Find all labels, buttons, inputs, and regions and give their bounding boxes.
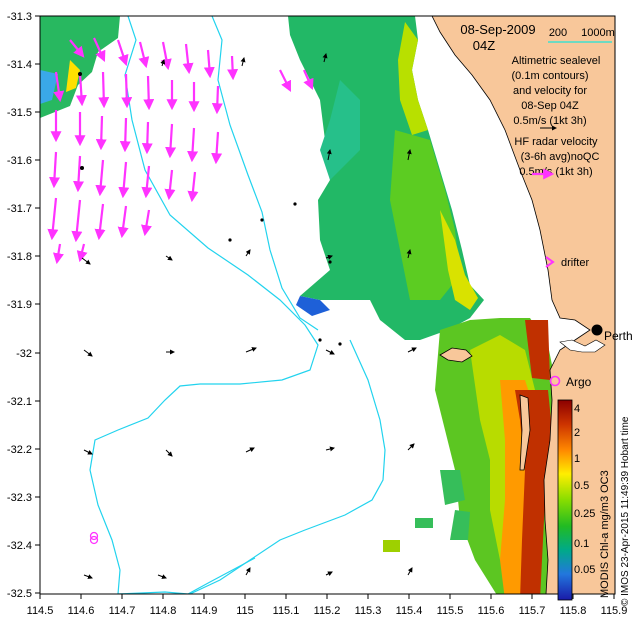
land-garden-island	[519, 394, 531, 471]
altimetry-legend-line: Altimetric sealevel	[512, 55, 601, 67]
colorbar	[557, 399, 573, 601]
colorbar-tick-label: 4	[574, 403, 580, 415]
y-axis-labels: -31.3 -31.4 -31.5 -31.6 -31.7 -31.8 -31.…	[7, 11, 32, 600]
y-tick-label: -32	[16, 348, 32, 360]
argo-float-marker-offshore[interactable]	[89, 531, 99, 545]
altimetry-legend-line: 08-Sep 04Z	[521, 100, 579, 112]
x-tick-label: 115.5	[437, 605, 464, 617]
drifter-legend-label: drifter	[561, 257, 589, 269]
y-tick-label: -31.9	[7, 299, 32, 311]
altimetry-legend-line: and velocity for	[513, 85, 587, 97]
argo-float-marker[interactable]	[549, 375, 561, 387]
x-tick-label: 114.8	[150, 605, 177, 617]
x-tick-label: 115	[236, 605, 254, 617]
x-tick-label: 115.2	[314, 605, 341, 617]
perth-city-marker[interactable]	[591, 324, 603, 336]
drifter-tracks	[78, 72, 342, 346]
colorbar-tick-label: 2	[574, 427, 580, 439]
colorbar-ticks: 4 2 1 0.5 0.25 0.1 0.05	[574, 403, 595, 576]
credit-text: © IMOS 23-Apr-2015 11:49:39 Hobart time	[620, 416, 631, 606]
y-tick-label: -32.5	[7, 588, 32, 600]
y-tick-label: -31.3	[7, 11, 32, 23]
x-tick-label: 115.3	[355, 605, 382, 617]
hf-radar-legend-line: (3-6h avg)noQC	[521, 151, 600, 163]
y-tick-label: -32.1	[7, 396, 32, 408]
hf-radar-legend-line: 0.5m/s (1kt 3h)	[519, 166, 592, 178]
swan-river	[559, 339, 606, 353]
map-hour-label: 04Z	[473, 38, 495, 53]
map-date-label: 08-Sep-2009	[460, 22, 535, 37]
x-tick-label: 115.8	[560, 605, 587, 617]
x-tick-label: 115.1	[273, 605, 300, 617]
chlorophyll-swath-north	[288, 16, 484, 340]
altimetry-legend-line: 0.5m/s (1kt 3h)	[513, 115, 586, 127]
x-tick-label: 114.6	[68, 605, 95, 617]
y-tick-label: -31.8	[7, 251, 32, 263]
colorbar-title: MODIS Chl-a mg/m3 OC3	[599, 470, 611, 598]
y-tick-label: -31.6	[7, 155, 32, 167]
land-rottnest-island	[439, 347, 473, 363]
hf-radar-legend: HF radar velocity (3-6h avg)noQC 0.5m/s …	[514, 136, 599, 178]
altimetry-vectors	[81, 53, 417, 579]
x-axis-labels: 114.5 114.6 114.7 114.8 114.9 115 115.1 …	[27, 605, 628, 617]
x-tick-label: 115.9	[601, 605, 628, 617]
drifter-legend-icon	[545, 256, 555, 268]
y-tick-label: -31.5	[7, 107, 32, 119]
hf-radar-legend-line: HF radar velocity	[514, 136, 598, 148]
perth-city-label: Perth	[604, 329, 633, 343]
x-tick-label: 114.7	[109, 605, 136, 617]
colorbar-tick-label: 1	[574, 453, 580, 465]
colorbar-tick-label: 0.25	[574, 508, 595, 520]
argo-label: Argo	[566, 375, 592, 389]
y-tick-label: -32.2	[7, 444, 32, 456]
hf-radar-vectors	[47, 37, 314, 265]
y-tick-label: -32.4	[7, 540, 32, 552]
x-tick-label: 115.6	[478, 605, 505, 617]
colorbar-tick-label: 0.1	[574, 538, 589, 550]
y-tick-label: -32.3	[7, 492, 32, 504]
colorbar-tick-label: 0.5	[574, 480, 589, 492]
altimetry-legend-line: (0.1m contours)	[511, 70, 588, 82]
altimetry-legend: Altimetric sealevel (0.1m contours) and …	[511, 55, 600, 127]
x-tick-label: 114.5	[27, 605, 54, 617]
colorbar-tick-label: 0.05	[574, 564, 595, 576]
x-tick-label: 115.7	[519, 605, 546, 617]
x-tick-label: 114.9	[191, 605, 218, 617]
scale-bar-label-left: 200	[549, 27, 567, 39]
y-tick-label: -31.4	[7, 59, 32, 71]
x-tick-label: 115.4	[396, 605, 423, 617]
y-tick-label: -31.7	[7, 203, 32, 215]
axis-ticks	[35, 15, 615, 599]
isobath-contours	[89, 16, 386, 594]
scale-bar-label-right: 1000m	[581, 27, 615, 39]
